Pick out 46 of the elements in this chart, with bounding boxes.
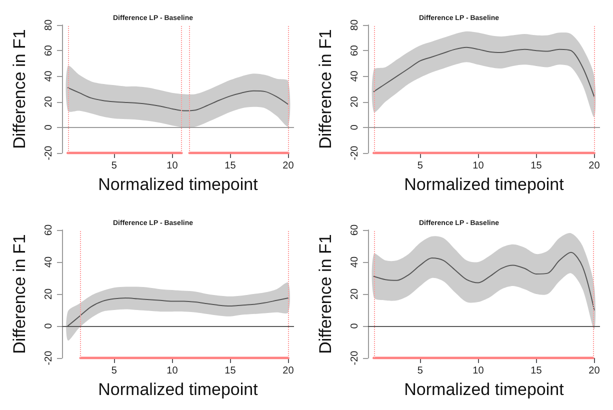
y-tick-label: 0	[350, 322, 360, 329]
y-tick-label: 60	[44, 224, 54, 236]
y-tick-label: 20	[350, 288, 360, 300]
y-tick-label: -20	[44, 350, 54, 366]
x-axis-title: Normalized timepoint	[404, 380, 564, 399]
y-tick-label: 40	[44, 256, 54, 268]
x-tick-label: 5	[111, 366, 118, 376]
x-tick-label: 5	[111, 160, 118, 172]
y-tick-label: 0	[44, 124, 54, 130]
x-axis-title: Normalized timepoint	[98, 380, 258, 399]
y-tick-label: 60	[350, 44, 360, 56]
y-tick-label: 20	[44, 96, 54, 108]
y-tick-label: 60	[350, 224, 360, 236]
x-tick-label: 15	[530, 160, 542, 172]
x-tick-label: 10	[166, 366, 178, 376]
y-axis-title: Difference in F1	[316, 234, 335, 354]
y-tick-label: 80	[350, 19, 360, 31]
x-tick-label: 20	[588, 366, 600, 376]
y-tick-label: 20	[350, 96, 360, 108]
y-axis-title: Difference in F1	[316, 29, 335, 149]
y-axis-title: Difference in F1	[10, 29, 29, 149]
x-tick-label: 5	[417, 366, 424, 376]
x-tick-label: 20	[282, 366, 294, 376]
x-tick-label: 15	[224, 366, 236, 376]
y-tick-label: 40	[44, 70, 54, 82]
x-axis-title: Normalized timepoint	[98, 174, 258, 194]
y-tick-label: -20	[350, 350, 360, 366]
x-tick-label: 15	[224, 160, 236, 172]
x-tick-label: 20	[282, 160, 294, 172]
y-tick-label: 0	[350, 124, 360, 130]
x-tick-label: 10	[166, 160, 178, 172]
y-tick-label: 0	[44, 322, 54, 329]
y-axis-title: Difference in F1	[10, 234, 29, 354]
x-tick-label: 10	[472, 366, 484, 376]
y-tick-label: 20	[44, 288, 54, 300]
x-tick-label: 5	[417, 160, 424, 172]
y-tick-label: 40	[350, 256, 360, 268]
y-tick-label: -20	[44, 145, 54, 160]
x-tick-label: 15	[530, 366, 542, 376]
y-tick-label: 60	[44, 44, 54, 56]
x-axis-title: Normalized timepoint	[404, 174, 564, 194]
y-tick-label: -20	[350, 145, 360, 160]
y-tick-label: 40	[350, 70, 360, 82]
y-tick-label: 80	[44, 19, 54, 31]
x-tick-label: 20	[588, 160, 600, 172]
x-tick-label: 10	[472, 160, 484, 172]
